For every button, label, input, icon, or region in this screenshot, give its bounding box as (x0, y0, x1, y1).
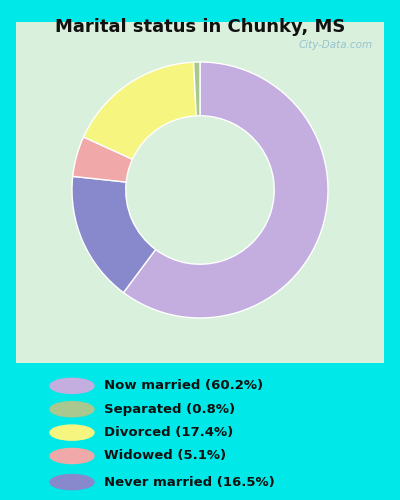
Wedge shape (124, 62, 328, 318)
Wedge shape (73, 137, 132, 182)
Wedge shape (194, 62, 200, 116)
Text: Now married (60.2%): Now married (60.2%) (104, 380, 263, 392)
Circle shape (50, 448, 94, 464)
Text: Never married (16.5%): Never married (16.5%) (104, 476, 275, 488)
Text: Separated (0.8%): Separated (0.8%) (104, 403, 235, 416)
Circle shape (50, 402, 94, 417)
Wedge shape (84, 62, 196, 159)
Text: City-Data.com: City-Data.com (299, 40, 373, 50)
Circle shape (50, 378, 94, 394)
Wedge shape (72, 176, 156, 292)
Circle shape (50, 474, 94, 490)
Circle shape (50, 425, 94, 440)
Text: Divorced (17.4%): Divorced (17.4%) (104, 426, 233, 439)
Text: Widowed (5.1%): Widowed (5.1%) (104, 450, 226, 462)
Text: Marital status in Chunky, MS: Marital status in Chunky, MS (55, 18, 345, 36)
